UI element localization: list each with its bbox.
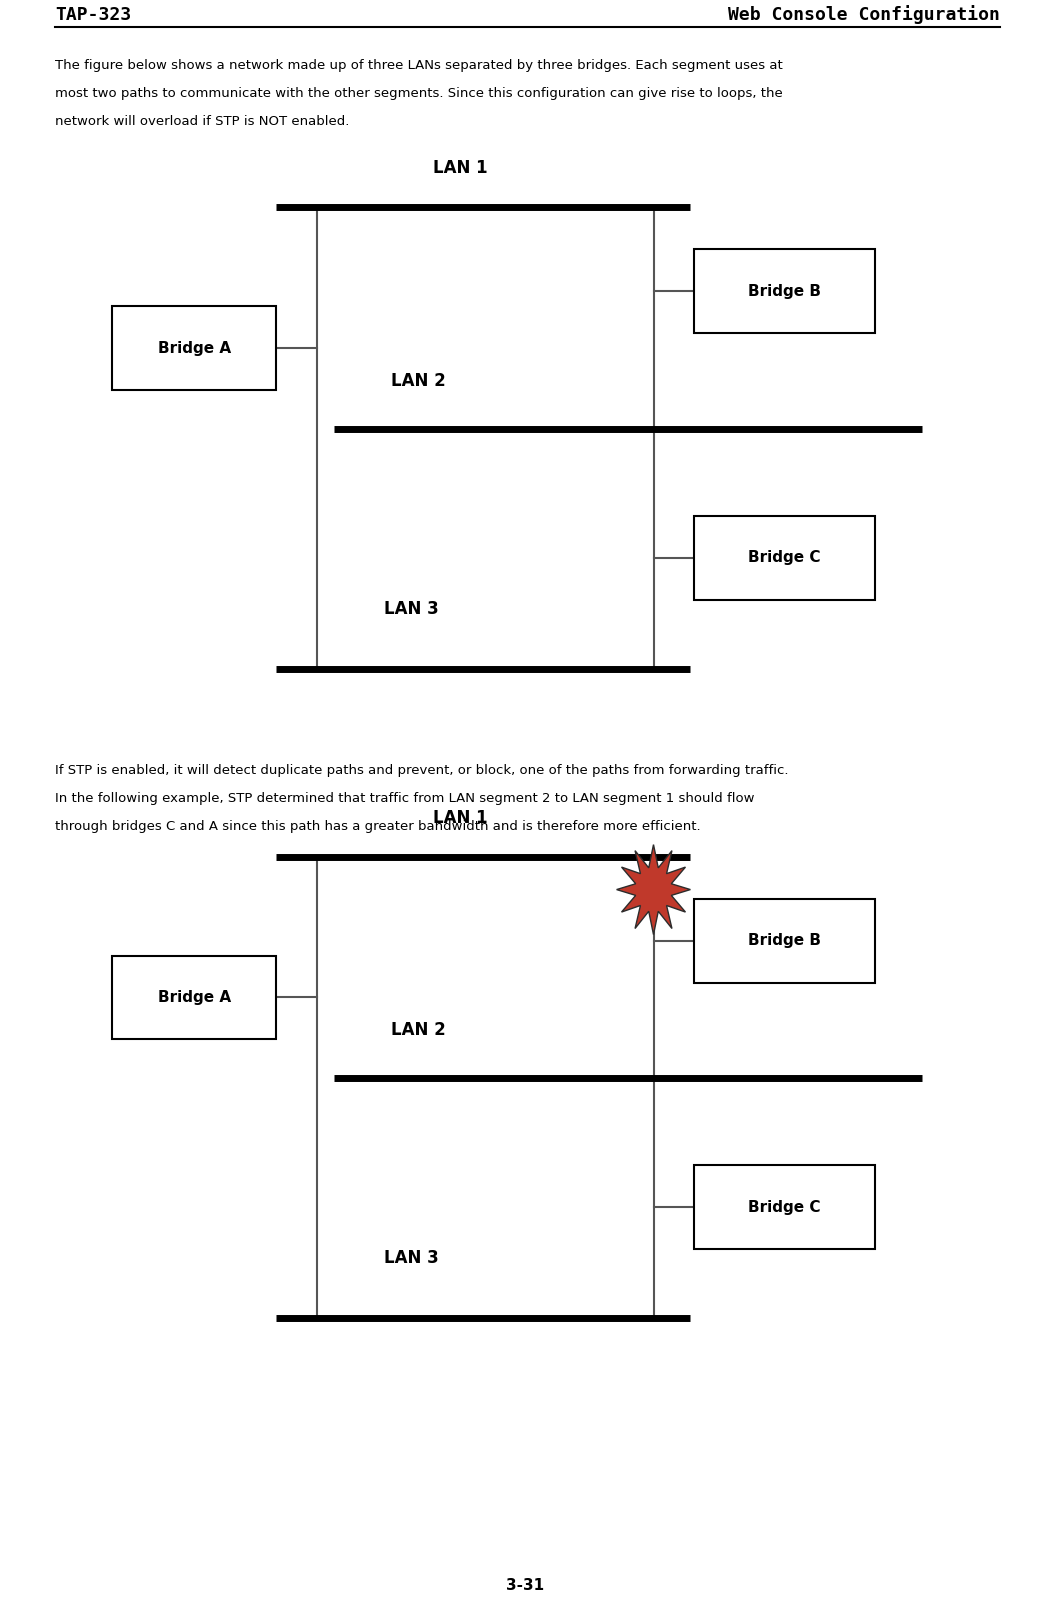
FancyBboxPatch shape xyxy=(694,1165,875,1249)
Text: 3-31: 3-31 xyxy=(506,1578,544,1594)
Text: Bridge A: Bridge A xyxy=(158,340,231,356)
Polygon shape xyxy=(616,845,691,935)
Text: LAN 3: LAN 3 xyxy=(384,1249,439,1267)
FancyBboxPatch shape xyxy=(694,516,875,600)
Text: Bridge A: Bridge A xyxy=(158,990,231,1005)
Text: Bridge B: Bridge B xyxy=(749,283,821,299)
Text: Bridge C: Bridge C xyxy=(749,550,821,565)
Text: If STP is enabled, it will detect duplicate paths and prevent, or block, one of : If STP is enabled, it will detect duplic… xyxy=(55,764,789,777)
Text: In the following example, STP determined that traffic from LAN segment 2 to LAN : In the following example, STP determined… xyxy=(55,791,755,804)
FancyBboxPatch shape xyxy=(694,249,875,333)
Text: through bridges C and A since this path has a greater bandwidth and is therefore: through bridges C and A since this path … xyxy=(55,820,700,833)
FancyBboxPatch shape xyxy=(112,956,276,1039)
Text: LAN 1: LAN 1 xyxy=(434,809,488,827)
Text: TAP-323: TAP-323 xyxy=(55,6,131,24)
Text: Bridge C: Bridge C xyxy=(749,1201,821,1215)
Text: LAN 2: LAN 2 xyxy=(391,1021,446,1039)
FancyBboxPatch shape xyxy=(112,306,276,390)
Text: LAN 2: LAN 2 xyxy=(391,372,446,390)
Text: Bridge B: Bridge B xyxy=(749,934,821,948)
Text: LAN 3: LAN 3 xyxy=(384,600,439,618)
Text: The figure below shows a network made up of three LANs separated by three bridge: The figure below shows a network made up… xyxy=(55,60,782,73)
Text: Web Console Configuration: Web Console Configuration xyxy=(728,5,1000,24)
Text: network will overload if STP is NOT enabled.: network will overload if STP is NOT enab… xyxy=(55,115,350,128)
Text: most two paths to communicate with the other segments. Since this configuration : most two paths to communicate with the o… xyxy=(55,87,782,100)
FancyBboxPatch shape xyxy=(694,898,875,982)
Text: LAN 1: LAN 1 xyxy=(434,159,488,176)
